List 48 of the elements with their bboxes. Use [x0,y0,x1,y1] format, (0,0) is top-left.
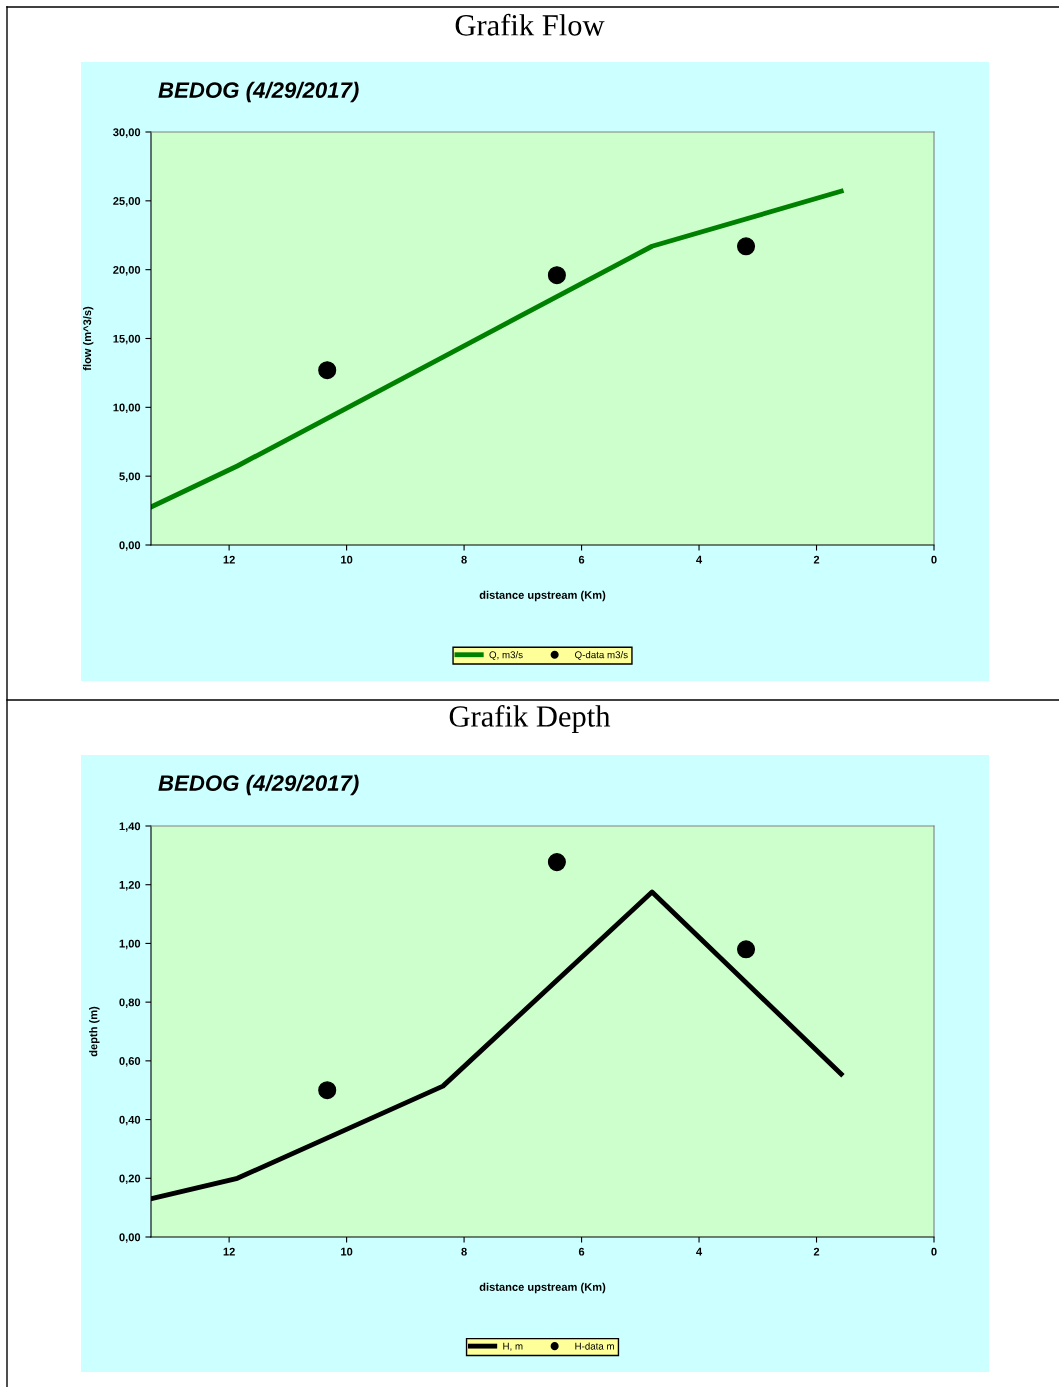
point [318,1081,337,1100]
y-tick-label: 30,00 [113,128,141,138]
y-tick-label: 0,00 [119,1233,141,1243]
y-tick-label: 0,00 [119,541,141,551]
x-tick-label: 6 [578,555,585,564]
x-tick-label: 12 [223,1247,235,1256]
y-tick-label: 0,80 [119,998,141,1008]
point [737,940,756,959]
x-tick-label: 10 [341,1247,353,1256]
x-tick-label: 6 [578,1247,585,1256]
legend-label: H-data m [575,1342,614,1350]
y-tick-label: 10,00 [113,403,141,414]
y-tick-label: 1,40 [119,822,141,832]
legend-label: Q, m3/s [489,651,523,660]
x-tick-label: 12 [223,555,235,564]
point [318,361,337,380]
y-tick-label: 20,00 [113,265,141,276]
x-tick-label: 8 [461,1247,467,1256]
chart-title: Grafik Flow [455,13,605,36]
x-axis-title: distance upstream (Km) [479,590,606,602]
y-axis-title: flow (m^3/s) [82,306,94,371]
x-tick-label: 0 [931,555,937,564]
legend-label: Q-data m3/s [575,651,628,660]
chart-subtitle: BEDOG (4/29/2017) [158,81,359,103]
line-series [151,188,844,510]
x-tick-label: 10 [341,555,353,564]
x-tick-label: 4 [696,1247,703,1256]
y-tick-label: 25,00 [113,197,141,207]
y-tick-label: 0,60 [119,1057,141,1067]
chart-title: Grafik Depth [449,704,611,734]
x-tick-label: 2 [813,1247,820,1256]
point [737,237,756,256]
y-tick-label: 0,40 [119,1115,141,1126]
y-tick-label: 1,20 [119,880,141,891]
point [547,853,566,872]
point [547,266,566,285]
x-tick-label: 0 [931,1247,937,1256]
y-tick-label: 15,00 [113,334,141,345]
x-tick-label: 2 [813,555,820,564]
y-tick-label: 1,00 [119,939,141,950]
x-tick-label: 8 [461,555,467,564]
x-tick-label: 4 [696,555,703,564]
chart-subtitle: BEDOG (4/29/2017) [158,774,359,796]
legend-label: H, m [503,1342,523,1351]
x-axis-title: distance upstream (Km) [479,1282,606,1294]
y-tick-label: 5,00 [119,472,141,482]
y-tick-label: 0,20 [119,1174,141,1185]
y-axis-title: depth (m) [89,1006,100,1057]
